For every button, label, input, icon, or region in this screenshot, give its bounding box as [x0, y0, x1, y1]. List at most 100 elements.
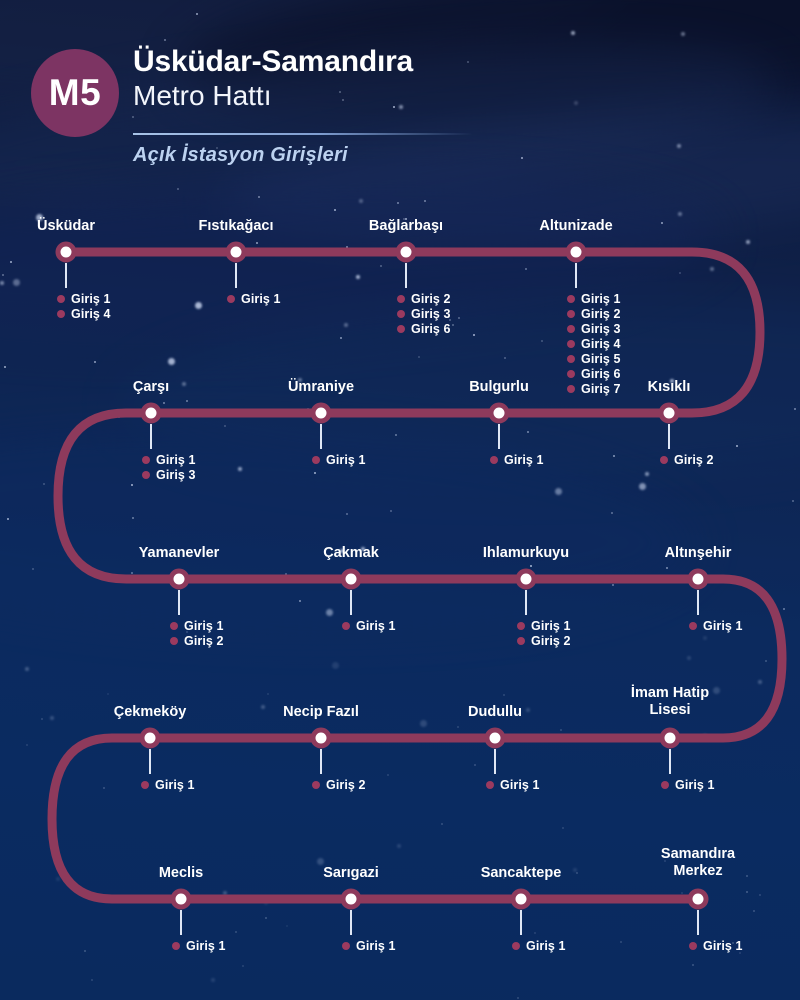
- station-name: Ihlamurkuyu: [482, 545, 570, 561]
- header-divider: [133, 133, 473, 135]
- station-marker-dot[interactable]: [168, 568, 190, 590]
- entrance-item[interactable]: Giriş 4: [57, 306, 111, 321]
- station-marker-dot[interactable]: [310, 727, 332, 749]
- station-connector-stem: [350, 590, 352, 615]
- station-entrances-list: Giriş 1: [490, 452, 544, 467]
- entrance-item[interactable]: Giriş 1: [141, 777, 195, 792]
- station-marker-dot[interactable]: [687, 568, 709, 590]
- entrance-item[interactable]: Giriş 2: [567, 306, 621, 321]
- entrance-label: Giriş 7: [581, 381, 621, 396]
- station-name: Yamanevler: [138, 545, 220, 561]
- station-marker-dot[interactable]: [55, 241, 77, 263]
- station-marker-dot[interactable]: [565, 241, 587, 263]
- entrance-item[interactable]: Giriş 3: [567, 321, 621, 336]
- entrance-item[interactable]: Giriş 1: [57, 291, 111, 306]
- entrance-item[interactable]: Giriş 1: [512, 938, 566, 953]
- entrance-label: Giriş 1: [504, 452, 544, 467]
- entrance-label: Giriş 1: [675, 777, 715, 792]
- station-marker-dot[interactable]: [659, 727, 681, 749]
- station-marker-dot[interactable]: [310, 402, 332, 424]
- station-connector-stem: [668, 424, 670, 449]
- entrance-item[interactable]: Giriş 1: [689, 938, 743, 953]
- station-marker-dot[interactable]: [510, 888, 532, 910]
- station-marker-dot[interactable]: [395, 241, 417, 263]
- entrance-item[interactable]: Giriş 7: [567, 381, 621, 396]
- entrance-item[interactable]: Giriş 3: [397, 306, 451, 321]
- entrance-item[interactable]: Giriş 5: [567, 351, 621, 366]
- entrance-bullet-icon: [567, 309, 575, 318]
- entrance-item[interactable]: Giriş 2: [170, 633, 224, 648]
- entrance-item[interactable]: Giriş 6: [397, 321, 451, 336]
- entrance-item[interactable]: Giriş 1: [661, 777, 715, 792]
- station-connector-stem: [150, 424, 152, 449]
- entrance-bullet-icon: [689, 941, 697, 950]
- station-marker-dot[interactable]: [515, 568, 537, 590]
- entrance-bullet-icon: [312, 455, 320, 464]
- entrance-bullet-icon: [397, 324, 405, 333]
- entrance-item[interactable]: Giriş 1: [227, 291, 281, 306]
- station-connector-stem: [575, 263, 577, 288]
- entrance-item[interactable]: Giriş 2: [517, 633, 571, 648]
- station-name: İmam Hatip Lisesi: [630, 685, 710, 719]
- entrance-item[interactable]: Giriş 1: [517, 618, 571, 633]
- station-entrances-list: Giriş 1: [312, 452, 366, 467]
- entrance-item[interactable]: Giriş 1: [342, 938, 396, 953]
- station-connector-stem: [180, 910, 182, 935]
- station-marker-dot[interactable]: [139, 727, 161, 749]
- station-name: Samandıra Merkez: [660, 846, 736, 880]
- station-marker-dot[interactable]: [225, 241, 247, 263]
- entrance-item[interactable]: Giriş 6: [567, 366, 621, 381]
- entrance-label: Giriş 6: [411, 321, 451, 336]
- page-subtitle-line: Metro Hattı: [133, 80, 272, 112]
- entrance-item[interactable]: Giriş 1: [172, 938, 226, 953]
- station-marker-dot[interactable]: [340, 888, 362, 910]
- entrance-item[interactable]: Giriş 2: [660, 452, 714, 467]
- entrance-item[interactable]: Giriş 1: [567, 291, 621, 306]
- station-marker-dot[interactable]: [484, 727, 506, 749]
- entrance-bullet-icon: [170, 621, 178, 630]
- station-name: Üsküdar: [36, 218, 96, 234]
- station-marker-dot[interactable]: [340, 568, 362, 590]
- entrance-item[interactable]: Giriş 1: [342, 618, 396, 633]
- entrance-item[interactable]: Giriş 1: [689, 618, 743, 633]
- entrance-bullet-icon: [397, 309, 405, 318]
- station-marker-dot[interactable]: [140, 402, 162, 424]
- entrance-label: Giriş 1: [531, 618, 571, 633]
- entrance-label: Giriş 1: [703, 618, 743, 633]
- station-name: Çekmeköy: [113, 704, 187, 720]
- line-badge-m5: M5: [31, 49, 119, 137]
- station-connector-stem: [65, 263, 67, 288]
- entrance-label: Giriş 3: [156, 467, 196, 482]
- entrance-item[interactable]: Giriş 1: [490, 452, 544, 467]
- entrance-bullet-icon: [567, 369, 575, 378]
- station-entrances-list: Giriş 2: [660, 452, 714, 467]
- station-name: Meclis: [158, 865, 204, 881]
- entrance-bullet-icon: [567, 324, 575, 333]
- entrance-item[interactable]: Giriş 1: [142, 452, 196, 467]
- entrance-item[interactable]: Giriş 2: [312, 777, 366, 792]
- entrance-label: Giriş 1: [186, 938, 226, 953]
- entrance-label: Giriş 1: [356, 938, 396, 953]
- station-marker-dot[interactable]: [658, 402, 680, 424]
- station-marker-dot[interactable]: [488, 402, 510, 424]
- page-title: Üsküdar-Samandıra: [133, 45, 414, 78]
- entrance-item[interactable]: Giriş 1: [312, 452, 366, 467]
- station-connector-stem: [405, 263, 407, 288]
- entrance-item[interactable]: Giriş 3: [142, 467, 196, 482]
- entrance-item[interactable]: Giriş 1: [486, 777, 540, 792]
- entrance-item[interactable]: Giriş 1: [170, 618, 224, 633]
- header-caption: Açık İstasyon Girişleri: [133, 144, 348, 166]
- entrance-label: Giriş 1: [356, 618, 396, 633]
- entrance-bullet-icon: [486, 780, 494, 789]
- station-marker-dot[interactable]: [170, 888, 192, 910]
- station-marker-dot[interactable]: [687, 888, 709, 910]
- title-block: Üsküdar-Samandıra Metro Hattı: [133, 45, 414, 113]
- entrance-label: Giriş 4: [581, 336, 621, 351]
- station-connector-stem: [149, 749, 151, 774]
- entrance-item[interactable]: Giriş 4: [567, 336, 621, 351]
- station-connector-stem: [525, 590, 527, 615]
- entrance-item[interactable]: Giriş 2: [397, 291, 451, 306]
- station-entrances-list: Giriş 1: [689, 938, 743, 953]
- entrance-label: Giriş 6: [581, 366, 621, 381]
